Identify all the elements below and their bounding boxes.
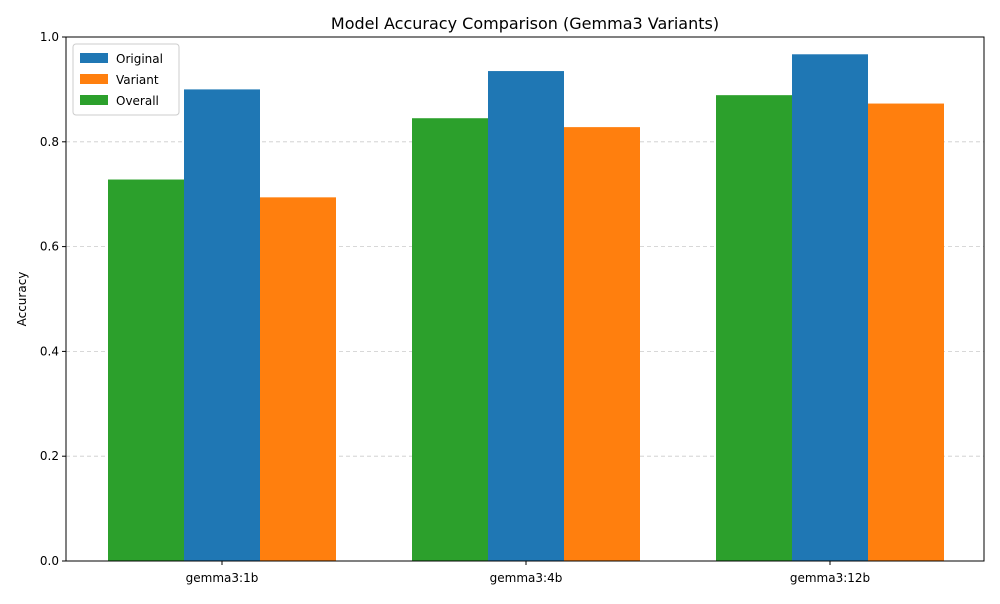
legend-label-original: Original [116,52,163,66]
legend-swatch-variant [80,74,108,84]
legend-label-overall: Overall [116,94,159,108]
y-tick-label: 1.0 [40,30,59,44]
bar-original-2 [488,71,564,561]
y-tick-label: 0.4 [40,344,59,358]
bar-original-3 [792,54,868,562]
x-tick-label: gemma3:4b [490,571,563,585]
chart-title: Model Accuracy Comparison (Gemma3 Varian… [331,14,719,33]
bar-variant-2 [564,127,640,562]
y-tick-label: 0.2 [40,449,59,463]
legend-swatch-original [80,53,108,63]
bar-variant-1 [260,197,336,561]
y-tick-label: 0.6 [40,240,59,254]
bar-original-1 [184,89,260,562]
plot-frame [65,36,985,562]
bar-overall-2 [412,118,488,561]
y-tick-label: 0.0 [40,554,59,568]
y-axis: 0.0 0.2 0.4 0.6 0.8 1.0 [40,30,66,568]
x-tick-label: gemma3:12b [790,571,870,585]
bar-overall-1 [108,179,184,561]
y-axis-label: Accuracy [15,272,29,327]
x-axis: gemma3:1b gemma3:4b gemma3:12b [186,561,870,585]
bars [108,54,944,562]
legend-label-variant: Variant [116,73,159,87]
legend: Original Variant Overall [72,43,180,116]
legend-swatch-overall [80,95,108,105]
y-tick-label: 0.8 [40,135,59,149]
bar-overall-3 [716,95,792,561]
x-tick-label: gemma3:1b [186,571,259,585]
bar-variant-3 [868,103,944,561]
